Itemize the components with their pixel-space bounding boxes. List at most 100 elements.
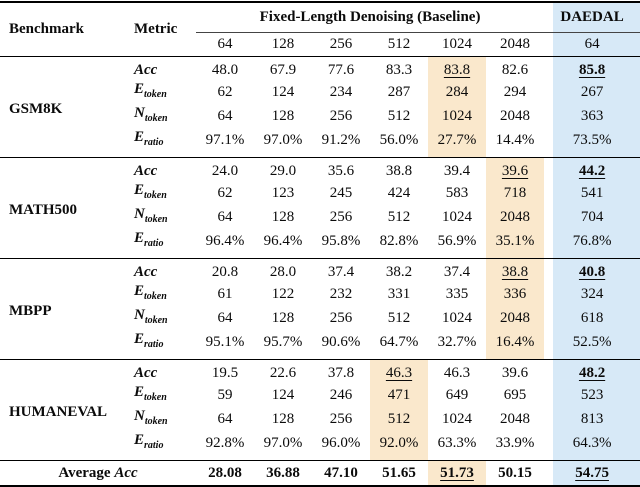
baseline-value-cell: 718 xyxy=(486,181,545,205)
baseline-value-cell: 92.8% xyxy=(205,434,245,451)
daedal-value-cell: 618 xyxy=(544,306,640,330)
benchmark-name: HUMANEVAL xyxy=(0,359,128,461)
baseline-value-cell: 22.6 xyxy=(254,359,312,383)
metric-label: Ntoken xyxy=(134,206,168,225)
baseline-value-cell: 128 xyxy=(271,309,295,326)
baseline-value-cell: 64 xyxy=(217,410,233,427)
baseline-value-cell: 83.8 xyxy=(428,56,486,80)
baseline-average-cell: 28.08 xyxy=(196,460,254,486)
baseline-value-cell: 39.4 xyxy=(428,157,486,181)
baseline-value-cell: 335 xyxy=(445,285,469,302)
baseline-value-cell: 284 xyxy=(428,80,486,104)
baseline-value-cell: 287 xyxy=(387,83,411,100)
daedal-value-cell: 813 xyxy=(544,407,640,431)
table-row: HUMANEVAL Acc 19.5 22.6 37.8 46.3 46.3 39.6 48.2 xyxy=(0,359,640,461)
baseline-value-cell: 37.4 xyxy=(312,258,370,282)
metric-label: Acc xyxy=(128,359,196,383)
baseline-value-cell: 35.6 xyxy=(312,157,370,181)
metric-label: Etoken xyxy=(134,81,167,100)
daedal-value-cell: 44.2 xyxy=(544,157,640,181)
baseline-value-cell: 29.0 xyxy=(254,157,312,181)
baseline-value-cell: 90.6% xyxy=(321,333,361,350)
daedal-length-header: 64 xyxy=(544,32,640,57)
baseline-value-cell: 128 xyxy=(271,410,295,427)
baseline-value-cell: 97.0% xyxy=(263,131,303,148)
baseline-value-cell: 56.9% xyxy=(437,232,477,249)
baseline-value-cell: 59 xyxy=(217,386,233,403)
metric-label: Eratio xyxy=(134,432,164,451)
metric-label: Eratio xyxy=(134,331,164,350)
baseline-value-cell: 38.2 xyxy=(370,258,428,282)
baseline-value-cell: 294 xyxy=(503,83,527,100)
baseline-value-cell: 471 xyxy=(370,383,428,407)
baseline-value-cell: 46.3 xyxy=(370,359,428,383)
metric-label: Eratio xyxy=(134,230,164,249)
baseline-value-cell: 256 xyxy=(329,107,353,124)
table-row: Etoken 61 122 232 331 335 336 324 xyxy=(0,282,640,306)
baseline-value-cell: 128 xyxy=(271,208,295,225)
baseline-value-cell: 92.0% xyxy=(370,431,428,461)
baseline-value-cell: 19.5 xyxy=(196,359,254,383)
baseline-value-cell: 2048 xyxy=(486,306,545,330)
baseline-value-cell: 246 xyxy=(329,386,353,403)
baseline-value-cell: 96.4% xyxy=(263,232,303,249)
table-row: Etoken 59 124 246 471 649 695 523 xyxy=(0,383,640,407)
table-body: GSM8K Acc 48.0 67.9 77.6 83.3 83.8 82.6 85.8 Etok… xyxy=(0,56,640,486)
metric-label: Acc xyxy=(134,62,158,78)
baseline-value-cell: 331 xyxy=(387,285,411,302)
baseline-value-cell: 46.3 xyxy=(428,359,486,383)
benchmark-name: GSM8K xyxy=(9,100,63,117)
baseline-value-cell: 91.2% xyxy=(321,131,361,148)
daedal-value-cell: 40.8 xyxy=(544,258,640,282)
baseline-value-cell: 1024 xyxy=(442,208,472,225)
baseline-value-cell: 124 xyxy=(271,83,295,100)
baseline-value-cell: 28.0 xyxy=(254,258,312,282)
baseline-value-cell: 37.4 xyxy=(428,258,486,282)
baseline-value-cell: 61 xyxy=(217,285,233,302)
baseline-value-cell: 16.4% xyxy=(486,330,545,360)
baseline-value-cell: 245 xyxy=(329,184,353,201)
table-row: Eratio 96.4% 96.4% 95.8% 82.8% 56.9% 35.1% 76.8… xyxy=(0,229,640,259)
baseline-value-cell: 234 xyxy=(329,83,353,100)
baseline-value-cell: 56.0% xyxy=(379,131,419,148)
table-row: GSM8K Acc 48.0 67.9 77.6 83.3 83.8 82.6 85.8 xyxy=(0,56,640,117)
baseline-value-cell: 232 xyxy=(329,285,353,302)
baseline-value-cell: 583 xyxy=(445,184,469,201)
baseline-average-cell: 36.88 xyxy=(254,460,312,486)
length-header-1024: 1024 xyxy=(442,36,472,52)
daedal-value-cell: 76.8% xyxy=(544,229,640,259)
average-label: Average Acc xyxy=(0,460,196,486)
table-row: Etoken 62 123 245 424 583 718 541 xyxy=(0,181,640,205)
baseline-value-cell: 82.8% xyxy=(379,232,419,249)
table-row: MBPP Acc 20.8 28.0 37.4 38.2 37.4 38.8 40.8 xyxy=(0,258,640,360)
baseline-value-cell: 128 xyxy=(271,107,295,124)
baseline-value-cell: 2048 xyxy=(486,205,545,229)
baseline-value-cell: 2048 xyxy=(500,410,531,427)
baseline-value-cell: 96.4% xyxy=(205,232,245,249)
baseline-value-cell: 37.8 xyxy=(312,359,370,383)
baseline-value-cell: 97.1% xyxy=(205,131,245,148)
baseline-value-cell: 77.6 xyxy=(327,62,355,78)
length-header-256: 256 xyxy=(329,36,353,52)
length-header-64: 64 xyxy=(217,36,233,52)
baseline-value-cell: 256 xyxy=(329,208,353,225)
metric-label: Acc xyxy=(128,157,196,181)
baseline-value-cell: 512 xyxy=(387,208,411,225)
baseline-value-cell: 95.1% xyxy=(205,333,245,350)
baseline-value-cell: 20.8 xyxy=(196,258,254,282)
baseline-value-cell: 24.0 xyxy=(196,157,254,181)
baseline-value-cell: 64.7% xyxy=(379,333,419,350)
baseline-value-cell: 95.8% xyxy=(321,232,361,249)
baseline-average-cell: 50.15 xyxy=(486,460,545,486)
baseline-value-cell: 39.6 xyxy=(486,157,545,181)
length-header-128: 128 xyxy=(271,36,295,52)
metric-column-header: Metric xyxy=(134,21,178,37)
benchmark-name: MBPP xyxy=(0,258,128,360)
baseline-value-cell: 39.6 xyxy=(486,359,545,383)
baseline-value-cell: 48.0 xyxy=(211,62,239,78)
daedal-value-cell: 704 xyxy=(544,205,640,229)
baseline-value-cell: 336 xyxy=(486,282,545,306)
baseline-value-cell: 97.0% xyxy=(263,434,303,451)
table-row: Eratio 97.1% 97.0% 91.2% 56.0% 27.7% 14.4% 73.5… xyxy=(0,128,640,158)
